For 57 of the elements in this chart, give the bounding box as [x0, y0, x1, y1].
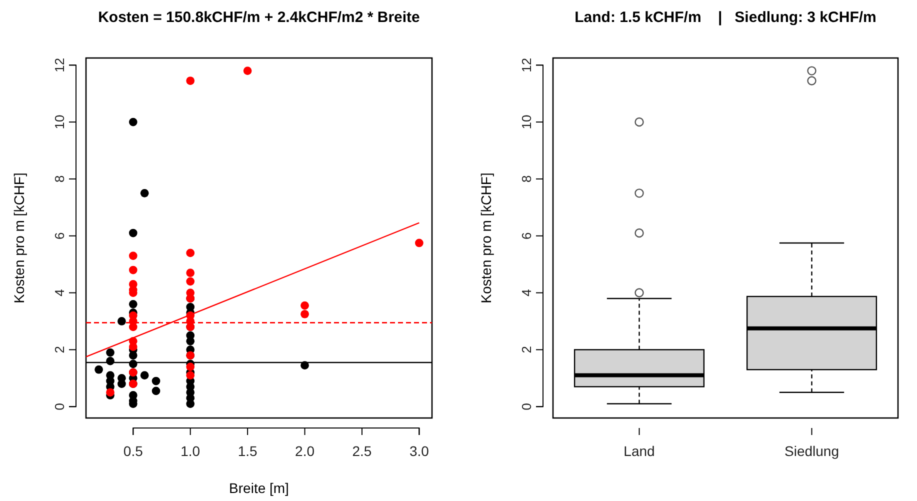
point [128, 300, 138, 308]
point [152, 386, 160, 396]
x-tick-label: 3.0 [409, 443, 430, 460]
point [300, 310, 309, 318]
point [128, 118, 138, 126]
y-tick-label: 2 [519, 346, 534, 354]
y-tick-label: 6 [52, 232, 67, 240]
y-tick-label: 4 [52, 289, 67, 296]
y-tick-label: 6 [519, 232, 534, 240]
chart-title: Land: 1.5 kCHF/m | Siedlung: 3 kCHF/m [574, 9, 876, 26]
chart-title: Kosten = 150.8kCHF/m + 2.4kCHF/m2 * Breite [98, 9, 420, 26]
point [415, 238, 424, 248]
y-tick-label: 12 [519, 58, 534, 72]
point [186, 268, 195, 278]
point [186, 248, 195, 258]
y-tick-label: 10 [52, 114, 67, 130]
x-tick-label: 1.0 [180, 443, 200, 460]
y-tick-label: 8 [519, 175, 534, 183]
point [186, 277, 195, 286]
y-axis-title: Kosten pro m [kCHF] [478, 172, 494, 304]
x-tick-label: 2.5 [352, 443, 372, 460]
point [128, 228, 138, 238]
point [128, 342, 138, 352]
point [106, 388, 114, 397]
x-axis-title: Breite [m] [229, 480, 289, 496]
point [243, 66, 252, 75]
point [94, 365, 103, 374]
point [186, 362, 195, 371]
point [140, 189, 149, 198]
x-tick-label: Siedlung [784, 443, 839, 460]
point [186, 400, 195, 408]
y-tick-label: 10 [519, 114, 534, 130]
point [128, 360, 138, 368]
point [152, 376, 160, 386]
point [128, 252, 138, 260]
y-tick-label: 0 [52, 403, 67, 410]
y-tick-label: 12 [52, 58, 67, 72]
point [128, 351, 138, 360]
y-tick-label: 0 [519, 403, 534, 410]
point [186, 76, 195, 85]
point [140, 371, 149, 380]
y-tick-label: 2 [52, 346, 67, 354]
x-tick-label: 1.5 [238, 443, 258, 460]
point [106, 356, 114, 366]
y-tick-label: 8 [52, 175, 67, 183]
y-axis-title: Kosten pro m [kCHF] [11, 172, 27, 304]
x-tick-label: Land [624, 443, 655, 460]
point [118, 380, 126, 388]
x-tick-label: 0.5 [123, 443, 144, 460]
point [300, 301, 309, 310]
point [300, 361, 309, 370]
x-tick-label: 2.0 [295, 443, 315, 460]
point [186, 371, 195, 380]
point [118, 317, 126, 326]
point [128, 266, 138, 274]
y-tick-label: 4 [519, 289, 534, 296]
point [106, 348, 114, 357]
